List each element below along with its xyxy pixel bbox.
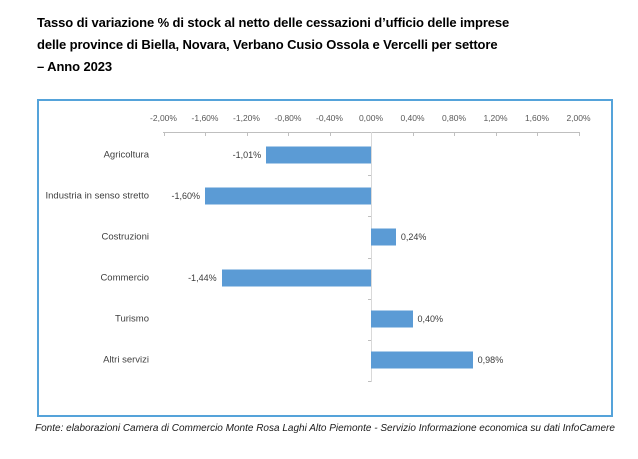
- chart-title-line-2: delle province di Biella, Novara, Verban…: [37, 37, 498, 52]
- x-tick-label: 0,00%: [358, 113, 384, 123]
- x-tick-mark: [454, 132, 455, 136]
- chart-title-line-3: – Anno 2023: [37, 59, 113, 74]
- category-label: Altri servizi: [103, 354, 149, 366]
- value-label: 0,40%: [417, 314, 444, 325]
- bar: [371, 351, 473, 369]
- category-axis-tick: [368, 257, 371, 259]
- category-label: Industria in senso stretto: [45, 190, 150, 202]
- category-label: Turismo: [115, 313, 149, 325]
- chart-container: -2,00% -1,60% -1,20% -0,80% -0,40% 0,00% 0,40%…: [37, 99, 613, 417]
- bar: [221, 269, 371, 287]
- category-axis-tick: [368, 175, 371, 177]
- x-tick-label: -0,80%: [274, 113, 302, 123]
- bar: [266, 146, 371, 164]
- x-tick-label: -1,60%: [191, 113, 219, 123]
- x-tick-mark: [288, 132, 289, 136]
- category-label: Agricoltura: [103, 149, 149, 161]
- value-label: -1,44%: [188, 273, 217, 284]
- bar: [371, 228, 396, 246]
- x-tick-mark: [246, 132, 248, 136]
- category-label: Costruzioni: [101, 231, 149, 243]
- x-tick-mark: [495, 132, 497, 136]
- x-tick-mark: [329, 132, 331, 136]
- x-tick-mark: [205, 132, 206, 136]
- x-tick-mark: [537, 132, 538, 136]
- x-tick-label: 2,00%: [566, 113, 591, 123]
- x-tick-label: -0,40%: [316, 113, 343, 123]
- x-tick-label: 1,20%: [483, 113, 508, 123]
- value-label: -1,60%: [171, 190, 200, 201]
- chart-title: Tasso di variazione % di stock al netto …: [37, 12, 622, 78]
- x-tick-mark: [412, 132, 414, 136]
- category-axis-tick: [368, 216, 371, 218]
- zero-baseline: [371, 132, 372, 382]
- value-label: 0,98%: [477, 355, 504, 366]
- x-tick-label: -2,00%: [150, 113, 177, 123]
- value-label: -1,01%: [232, 149, 262, 160]
- category-axis-tick: [368, 381, 371, 382]
- category-axis-tick: [368, 298, 371, 300]
- value-label: 0,24%: [400, 231, 427, 242]
- category-label: Commercio: [100, 272, 149, 284]
- source-note: Fonte: elaborazioni Camera di Commercio …: [35, 423, 615, 434]
- x-tick-mark: [163, 132, 165, 136]
- plot-area: -2,00% -1,60% -1,20% -0,80% -0,40% 0,00% 0,40%…: [39, 101, 611, 415]
- x-tick-label: 0,80%: [441, 113, 467, 123]
- category-axis-tick: [368, 339, 371, 341]
- x-tick-mark: [578, 132, 580, 136]
- x-tick-label: 1,60%: [524, 113, 550, 123]
- bar: [371, 310, 413, 328]
- x-tick-label: -1,20%: [233, 113, 260, 123]
- chart-title-line-1: Tasso di variazione % di stock al netto …: [37, 15, 510, 30]
- bar: [205, 187, 371, 205]
- x-tick-label: 0,40%: [400, 113, 425, 123]
